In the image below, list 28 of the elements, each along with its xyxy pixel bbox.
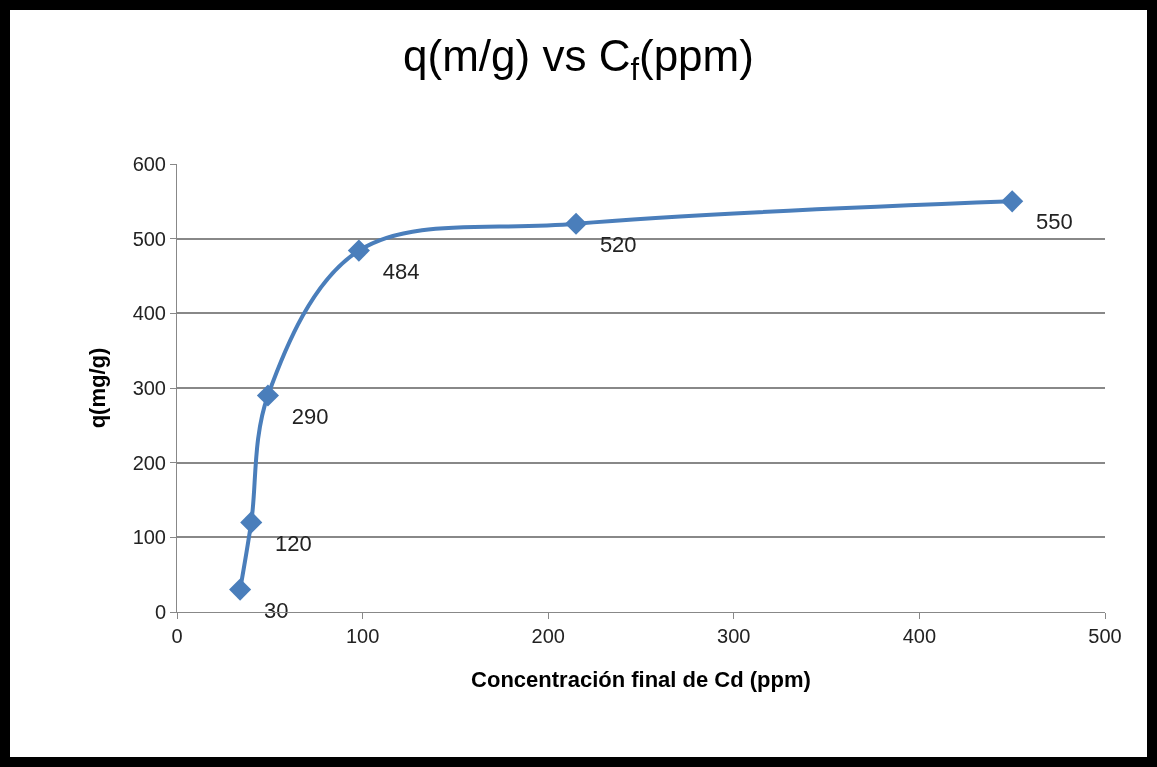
y-tick-label: 400 [132,302,166,325]
y-tick-label: 100 [132,526,166,549]
x-tick-label: 400 [902,625,937,647]
y-tick-label: 0 [154,601,166,623]
y-tick-label: 600 [132,153,166,175]
point [256,384,279,407]
data-label: 550 [1023,209,1073,235]
y-tick-label: 500 [132,227,166,250]
data-label: 30 [251,597,289,623]
x-tick-label: 500 [1088,625,1122,647]
point [347,239,370,262]
y-tick-label: 300 [132,377,166,399]
y-tick-label: 200 [132,451,166,474]
x-tick-label: 0 [171,625,183,647]
data-label: 520 [587,231,637,257]
data-label: 290 [279,403,329,429]
point [1001,190,1024,213]
chart-title: q(m/g) vs C$_{f}$(ppm) [403,30,754,87]
x-tick-label: 300 [717,625,751,647]
point [240,511,263,534]
y-axis-title: q(mg/g) [85,347,111,429]
point [564,212,588,235]
data-label: 484 [370,258,420,284]
data-label: 120 [262,530,312,556]
x-tick-label: 100 [345,625,380,647]
x-axis-title: Concentración final de Cd (ppm) [471,666,811,692]
x-tick-label: 200 [531,625,565,647]
point [229,578,252,601]
